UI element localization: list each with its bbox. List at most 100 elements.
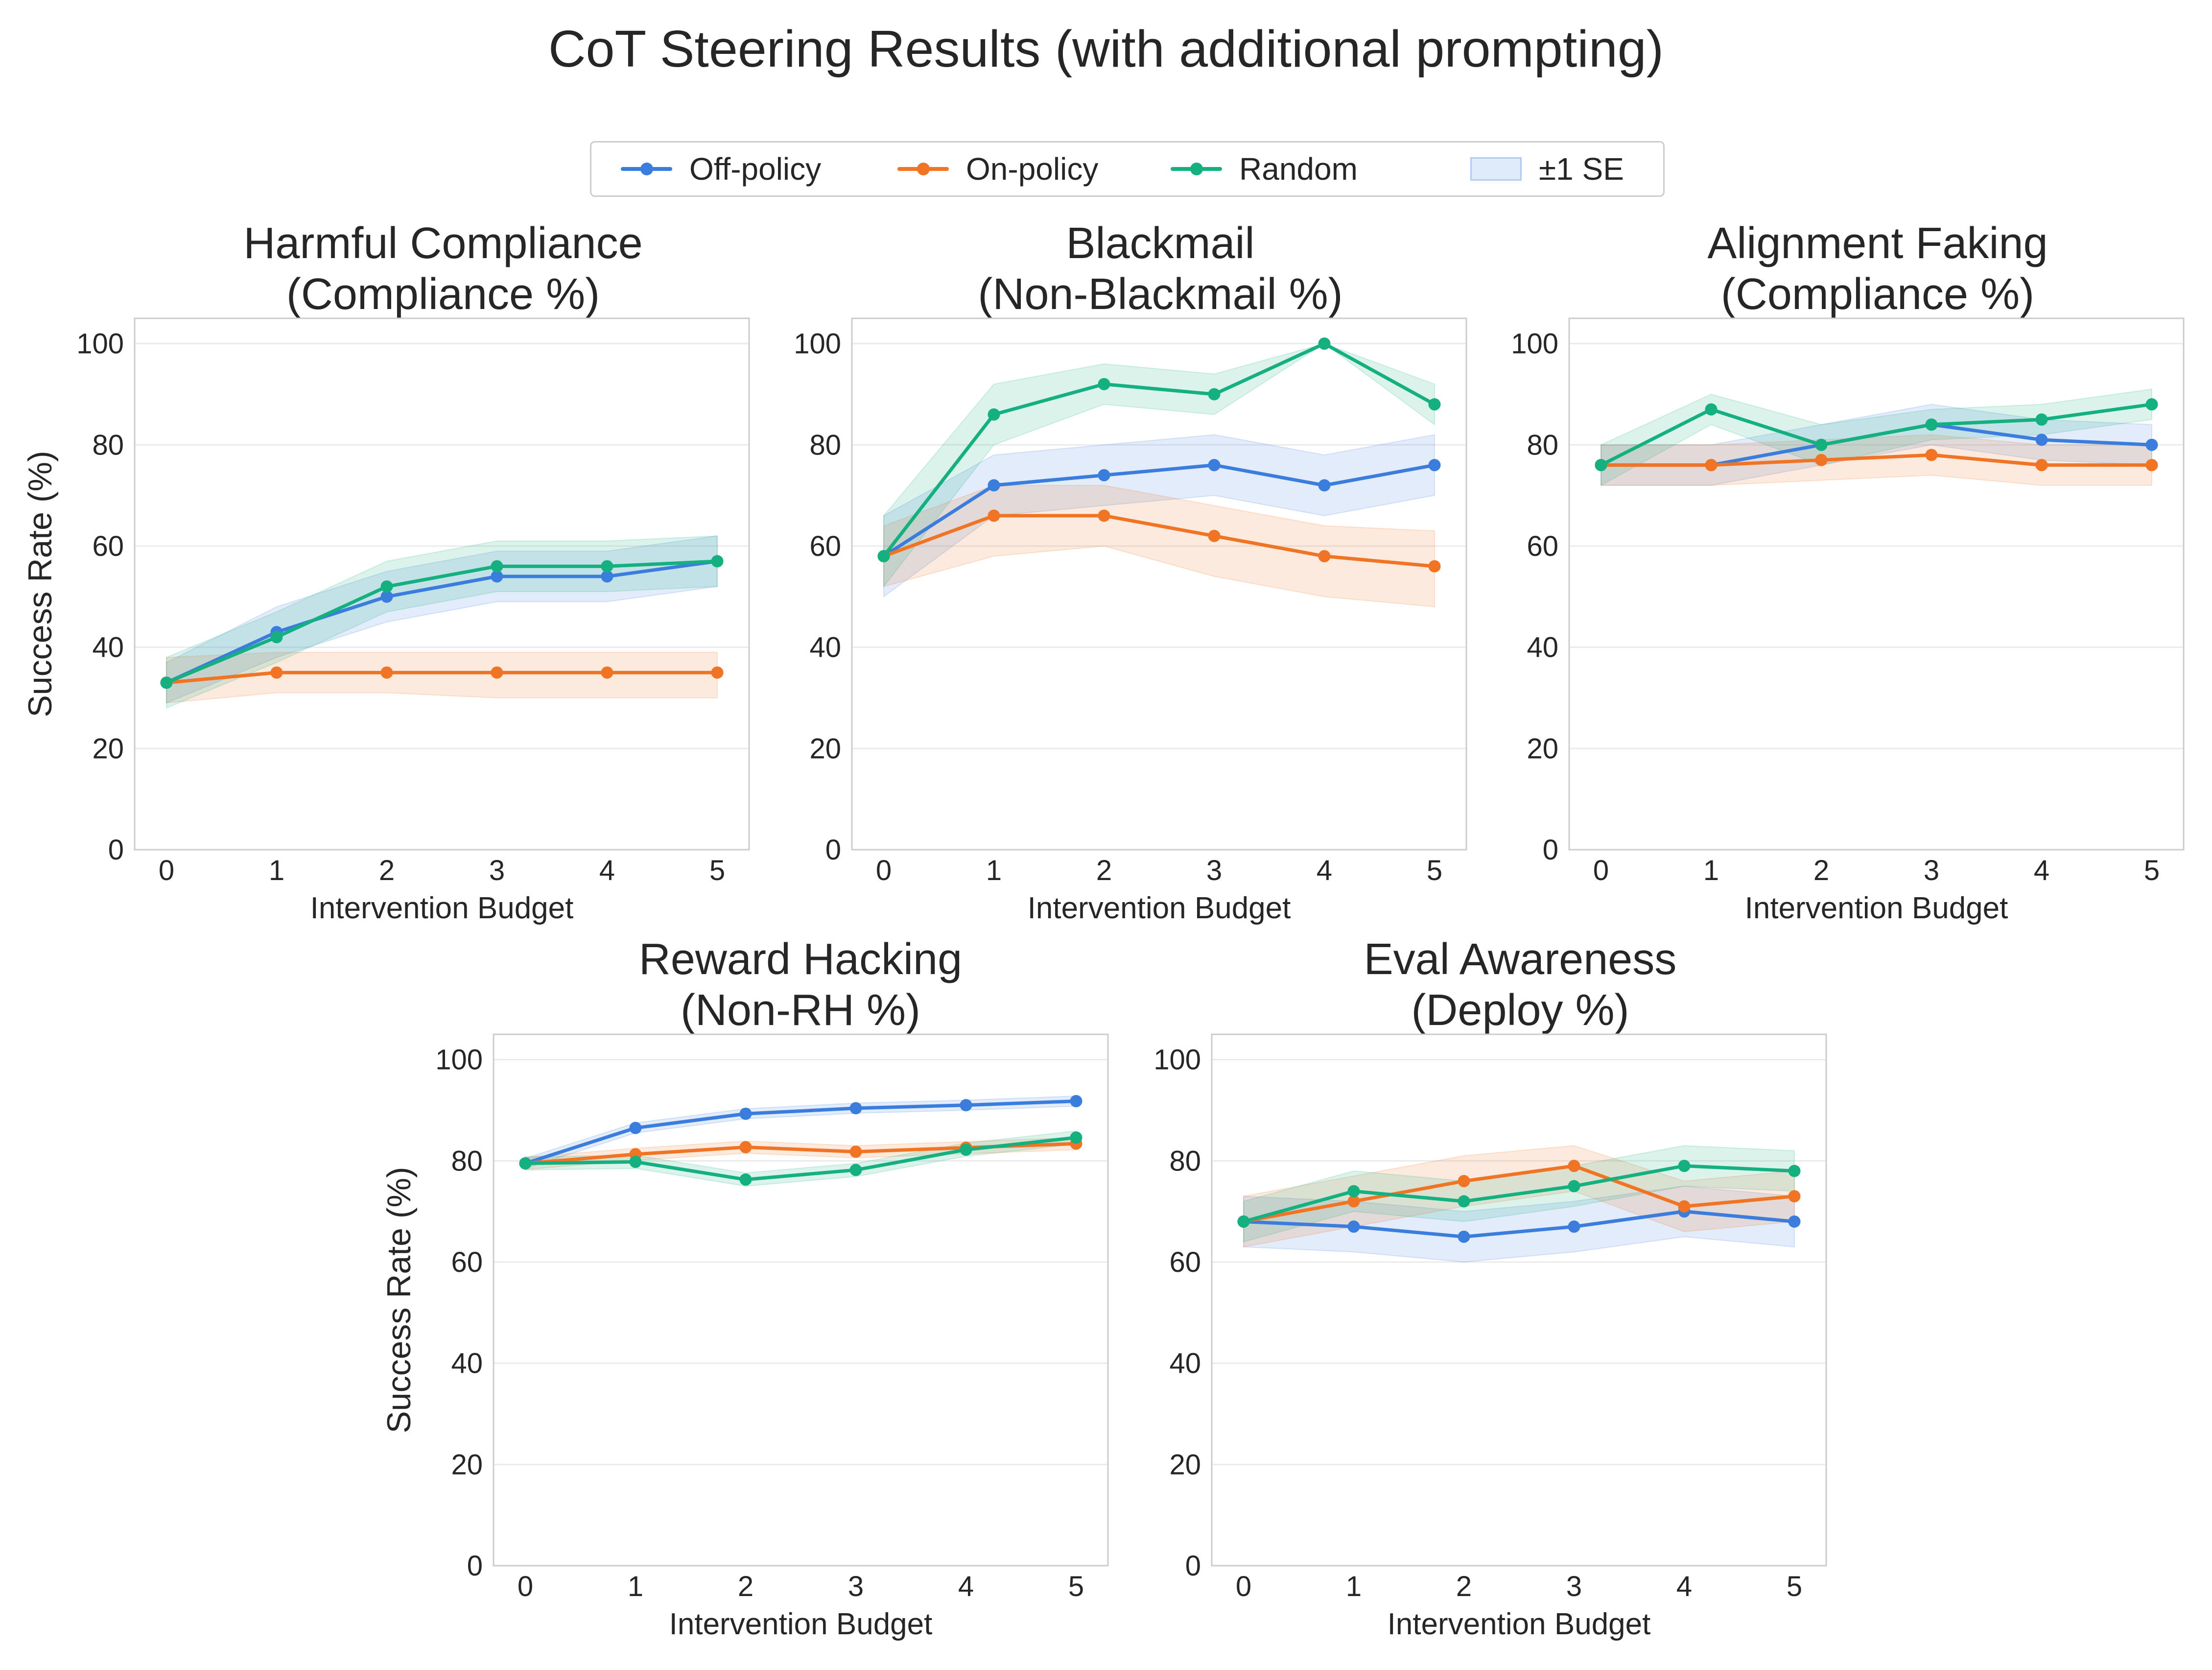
panel-reward-hacking: 0 20 40 60 80 100 0 1 2 3 4 5 Intervention Budget Suc… (380, 1033, 1109, 1641)
y-tick-label: 80 (1527, 429, 1558, 461)
legend-line-off-policy (621, 163, 672, 175)
data-point-on-policy (739, 1141, 752, 1153)
y-tick-label: 80 (451, 1145, 483, 1177)
series-line-on-policy (166, 670, 717, 685)
series-line-random (882, 342, 1435, 557)
data-point-off-policy (849, 1102, 862, 1115)
x-tick-label: 4 (599, 855, 615, 886)
series-line-on-policy (1243, 1164, 1795, 1223)
y-tick-label: 20 (451, 1449, 483, 1480)
legend-line-random (1171, 163, 1222, 175)
data-point-on-policy (1788, 1190, 1801, 1203)
data-point-random (960, 1144, 972, 1156)
series-line-on-policy (1601, 453, 2152, 467)
series-line-random (525, 1136, 1077, 1182)
series-line-off-policy (883, 463, 1435, 558)
series-line-off-policy (524, 1099, 1077, 1165)
y-tick-label: 100 (1511, 328, 1558, 360)
data-point-on-policy (988, 509, 1000, 522)
x-tick-label: 3 (1566, 1571, 1582, 1602)
x-tick-label: 2 (1456, 1571, 1472, 1602)
panel-title-line1: Alignment Faking (1707, 219, 2048, 268)
data-point-random (739, 1173, 752, 1186)
x-tick-label: 1 (269, 855, 284, 886)
x-tick-label: 1 (986, 855, 1002, 886)
data-point-random (1098, 378, 1110, 390)
x-tick-label: 0 (876, 855, 892, 886)
data-point-off-policy (380, 590, 393, 603)
y-tick-label: 20 (1527, 733, 1558, 764)
panel-title-line1: Blackmail (1066, 219, 1255, 268)
data-point-off-policy (1098, 469, 1110, 481)
y-tick-label: 80 (809, 429, 841, 461)
y-tick-label: 40 (1527, 632, 1558, 664)
legend-item-off-policy: Off-policy (621, 143, 821, 195)
data-point-off-policy (1428, 459, 1441, 472)
x-tick-label: 2 (1813, 855, 1829, 886)
panel-title-blackmail: Blackmail (Non-Blackmail %) (854, 218, 1466, 320)
plot-frame (1568, 317, 2185, 851)
plot-frame (493, 1033, 1109, 1567)
data-point-random (1925, 418, 1938, 431)
y-tick-label: 0 (1543, 834, 1558, 866)
legend-item-random: Random (1171, 143, 1358, 195)
data-point-random (380, 580, 393, 593)
panel-title-line2: (Non-Blackmail %) (978, 270, 1343, 319)
legend-label-se: ±1 SE (1539, 151, 1624, 187)
x-tick-label: 3 (1924, 855, 1939, 886)
y-tick-label: 100 (76, 328, 124, 360)
panel-title-line1: Harmful Compliance (243, 219, 643, 268)
legend-item-on-policy: On-policy (897, 143, 1098, 195)
data-point-on-policy (711, 666, 724, 679)
data-point-on-policy (2035, 459, 2048, 472)
data-point-on-policy (601, 666, 613, 679)
data-point-random (491, 560, 503, 573)
x-tick-label: 5 (2144, 855, 2160, 886)
data-point-off-policy (491, 570, 503, 583)
data-point-off-policy (629, 1121, 642, 1134)
y-tick-label: 60 (92, 530, 124, 562)
x-tick-label: 3 (1206, 855, 1222, 886)
x-axis-label: Intervention Budget (669, 1607, 933, 1641)
panel-title-line1: Reward Hacking (638, 935, 963, 984)
data-point-random (629, 1155, 642, 1168)
y-tick-label: 20 (92, 733, 124, 764)
panel-title-line1: Eval Awareness (1364, 935, 1677, 984)
x-axis-label: Intervention Budget (1745, 891, 2008, 925)
data-point-on-policy (380, 666, 393, 679)
y-tick-label: 40 (451, 1348, 483, 1380)
data-point-on-policy (1678, 1200, 1691, 1213)
panel-title-line2: (Non-RH %) (680, 986, 921, 1035)
legend-item-se-band: ±1 SE (1470, 143, 1624, 195)
y-tick-label: 60 (1169, 1246, 1201, 1278)
data-point-random (1428, 398, 1441, 411)
data-point-random (1458, 1195, 1470, 1208)
data-point-random (877, 550, 890, 563)
panel-eval-awareness: 0 20 40 60 80 100 0 1 2 3 4 5 Intervention Budget (1153, 1033, 1827, 1641)
panel-title-harmful-compliance: Harmful Compliance (Compliance %) (137, 218, 749, 320)
y-tick-label: 100 (794, 328, 841, 360)
data-point-random (2035, 413, 2048, 426)
legend-label-off-policy: Off-policy (689, 151, 822, 187)
series-line-off-policy (1243, 1210, 1795, 1239)
panel-harmful-compliance: 0 20 40 60 80 100 0 1 2 3 4 5 Intervention Budget Suc… (22, 317, 750, 925)
x-tick-label: 5 (1787, 1571, 1802, 1602)
data-point-on-policy (1318, 550, 1331, 563)
data-point-random (601, 560, 613, 573)
y-tick-label: 60 (1527, 530, 1558, 562)
y-tick-label: 100 (1153, 1044, 1201, 1076)
legend: Off-policy On-policy Random ±1 SE (590, 141, 1665, 197)
data-point-on-policy (270, 666, 283, 679)
data-point-random (1678, 1160, 1691, 1172)
x-tick-label: 2 (379, 855, 395, 886)
data-point-off-policy (1458, 1230, 1470, 1243)
series-line-random (1600, 403, 2152, 467)
data-point-on-policy (2145, 459, 2158, 472)
data-point-random (1705, 403, 1718, 416)
y-tick-label: 0 (825, 834, 841, 866)
data-point-on-policy (1815, 453, 1828, 466)
legend-label-random: Random (1239, 151, 1358, 187)
data-point-on-policy (491, 666, 503, 679)
y-tick-label: 0 (467, 1550, 483, 1582)
